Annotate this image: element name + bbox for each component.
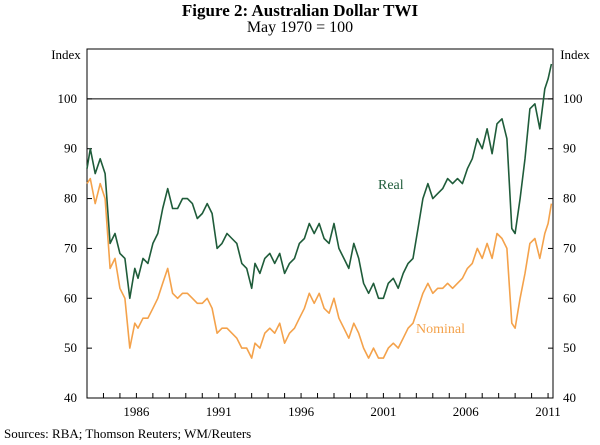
y-tick-label-right: 40	[563, 390, 576, 405]
y-tick-label-left: 50	[64, 340, 77, 355]
y-tick-label-right: 100	[563, 91, 583, 106]
x-tick-label: 2011	[535, 404, 561, 419]
y-tick-label-left: 60	[64, 290, 77, 305]
x-tick-label: 1986	[123, 404, 150, 419]
y-tick-label-right: 60	[563, 290, 576, 305]
y-tick-label-right: 80	[563, 191, 576, 206]
y-tick-label-right: 50	[563, 340, 576, 355]
y-tick-label-right: 70	[563, 240, 576, 255]
plot-frame	[86, 48, 554, 399]
y-tick-label-left: 80	[64, 191, 77, 206]
x-tick-label: 2006	[453, 404, 480, 419]
x-tick-label: 1996	[288, 404, 315, 419]
series-line-nominal	[86, 177, 553, 359]
series-label-nominal: Nominal	[416, 322, 465, 337]
y-tick-label-left: 40	[64, 390, 77, 405]
series-line-real	[86, 63, 553, 300]
y-tick-label-right: 90	[563, 141, 576, 156]
x-tick-label: 1991	[206, 404, 232, 419]
y-tick-label-left: 90	[64, 141, 77, 156]
series-label-real: Real	[378, 178, 404, 193]
y-axis-label-left: Index	[51, 47, 81, 62]
y-axis-label-right: Index	[560, 47, 590, 62]
chart-subtitle: May 1970 = 100	[246, 19, 354, 36]
chart-title: Figure 2: Australian Dollar TWI	[181, 1, 419, 20]
x-tick-label: 2001	[370, 404, 396, 419]
y-tick-label-left: 70	[64, 240, 77, 255]
source-note: Sources: RBA; Thomson Reuters; WM/Reuter…	[4, 426, 252, 441]
y-tick-label-left: 100	[58, 91, 78, 106]
